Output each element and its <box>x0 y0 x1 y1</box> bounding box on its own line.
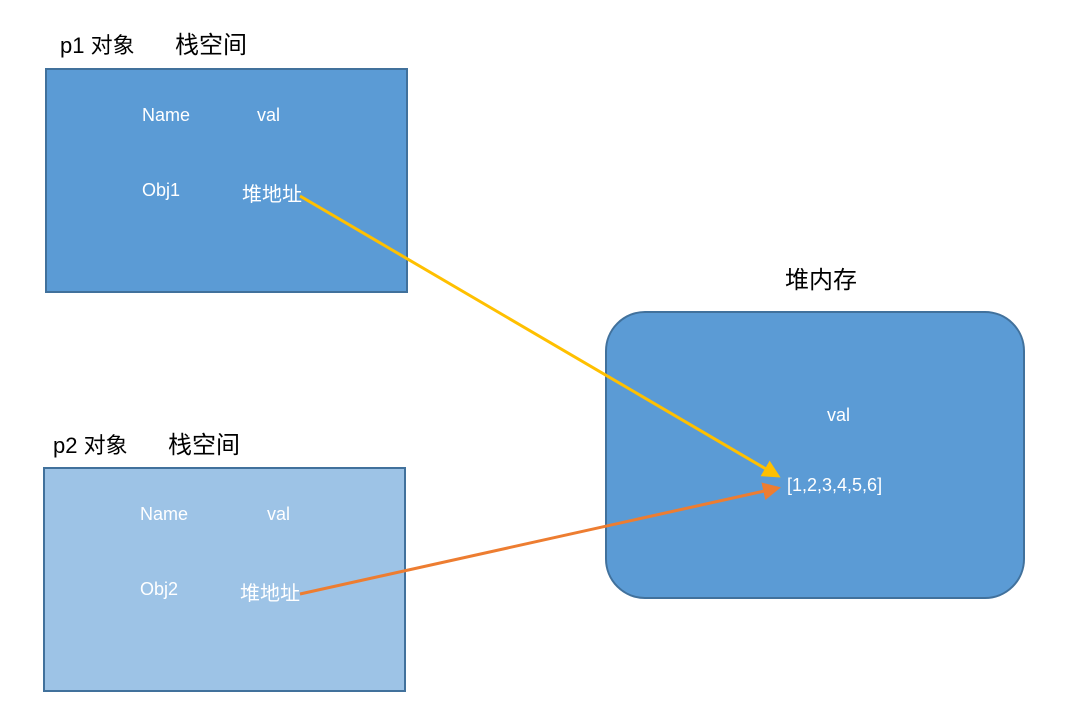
heap-array-value: [1,2,3,4,5,6] <box>787 475 882 496</box>
p2-title-label: p2 对象 <box>53 428 128 460</box>
heap-memory-box: val [1,2,3,4,5,6] <box>605 311 1025 599</box>
heap-val-header: val <box>827 405 850 426</box>
p1-object-name: Obj1 <box>142 180 180 201</box>
p2-object-name: Obj2 <box>140 579 178 600</box>
p2-name-header: Name <box>140 504 188 525</box>
p2-heap-address: 堆地址 <box>240 577 300 606</box>
p1-title-label: p1 对象 <box>60 28 135 60</box>
p2-stack-label: 栈空间 <box>168 425 240 460</box>
p2-val-header: val <box>267 504 290 525</box>
p1-heap-address: 堆地址 <box>242 178 302 207</box>
p1-stack-label: 栈空间 <box>175 25 247 60</box>
p1-val-header: val <box>257 105 280 126</box>
heap-title-label: 堆内存 <box>785 260 857 295</box>
p2-stack-box: Name val Obj2 堆地址 <box>43 467 406 692</box>
p1-name-header: Name <box>142 105 190 126</box>
p1-stack-box: Name val Obj1 堆地址 <box>45 68 408 293</box>
